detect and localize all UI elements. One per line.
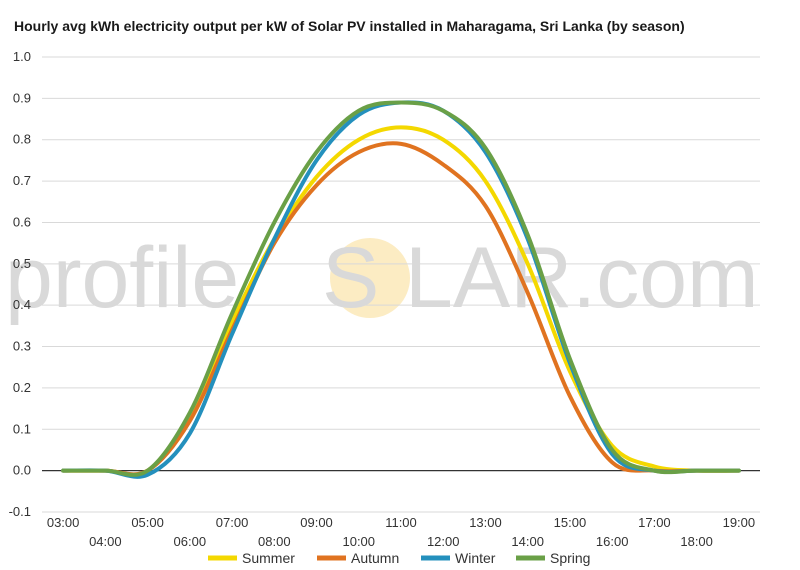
x-tick-label: 04:00 — [89, 534, 122, 549]
x-tick-label: 16:00 — [596, 534, 629, 549]
x-axis: 03:00 04:00 05:00 06:00 07:00 08:00 09:00 10:00… — [47, 515, 755, 549]
y-tick-label: 0.9 — [13, 90, 31, 105]
y-tick-label: 0.0 — [13, 463, 31, 478]
x-tick-label: 11:00 — [385, 515, 417, 530]
watermark-sun — [330, 238, 410, 318]
y-tick-label: 1.0 — [13, 49, 31, 64]
x-tick-label: 10:00 — [342, 534, 375, 549]
watermark-text-right: LAR.com — [405, 230, 759, 326]
y-tick-label: 0.6 — [13, 214, 31, 229]
series-lines — [61, 100, 741, 479]
y-tick-label: 0.1 — [13, 421, 31, 436]
x-tick-label: 12:00 — [427, 534, 460, 549]
x-tick-label: 05:00 — [131, 515, 164, 530]
x-tick-label: 13:00 — [469, 515, 502, 530]
legend-label-autumn: Autumn — [351, 550, 399, 566]
watermark-sun-letter: S — [322, 230, 379, 326]
x-tick-label: 17:00 — [638, 515, 671, 530]
series-line-autumn — [61, 141, 741, 477]
watermark-text-left: profile — [5, 230, 239, 326]
y-tick-label: -0.1 — [9, 504, 31, 519]
y-tick-label: 0.2 — [13, 380, 31, 395]
y-tick-label: 0.5 — [13, 256, 31, 271]
legend-label-winter: Winter — [455, 550, 496, 566]
legend-label-summer: Summer — [242, 550, 295, 566]
y-axis: -0.1 0.0 0.1 0.2 0.3 0.4 0.5 0.6 0.7 0.8 0.9 1.0 — [9, 49, 31, 519]
x-tick-label: 14:00 — [511, 534, 544, 549]
y-tick-label: 0.4 — [13, 297, 31, 312]
series-line-spring — [61, 100, 741, 477]
legend-label-spring: Spring — [550, 550, 590, 566]
y-tick-label: 0.3 — [13, 339, 31, 354]
x-tick-label: 06:00 — [174, 534, 207, 549]
x-tick-label: 07:00 — [216, 515, 249, 530]
x-tick-label: 09:00 — [300, 515, 333, 530]
x-tick-label: 08:00 — [258, 534, 291, 549]
x-tick-label: 03:00 — [47, 515, 80, 530]
chart-title: Hourly avg kWh electricity output per kW… — [14, 18, 685, 34]
x-tick-label: 18:00 — [680, 534, 713, 549]
y-tick-label: 0.8 — [13, 132, 31, 147]
y-tick-label: 0.7 — [13, 173, 31, 188]
x-tick-label: 15:00 — [554, 515, 587, 530]
x-tick-label: 19:00 — [723, 515, 756, 530]
legend: Summer Autumn Winter Spring — [208, 550, 590, 566]
watermark: profile S LAR.com — [5, 230, 759, 326]
